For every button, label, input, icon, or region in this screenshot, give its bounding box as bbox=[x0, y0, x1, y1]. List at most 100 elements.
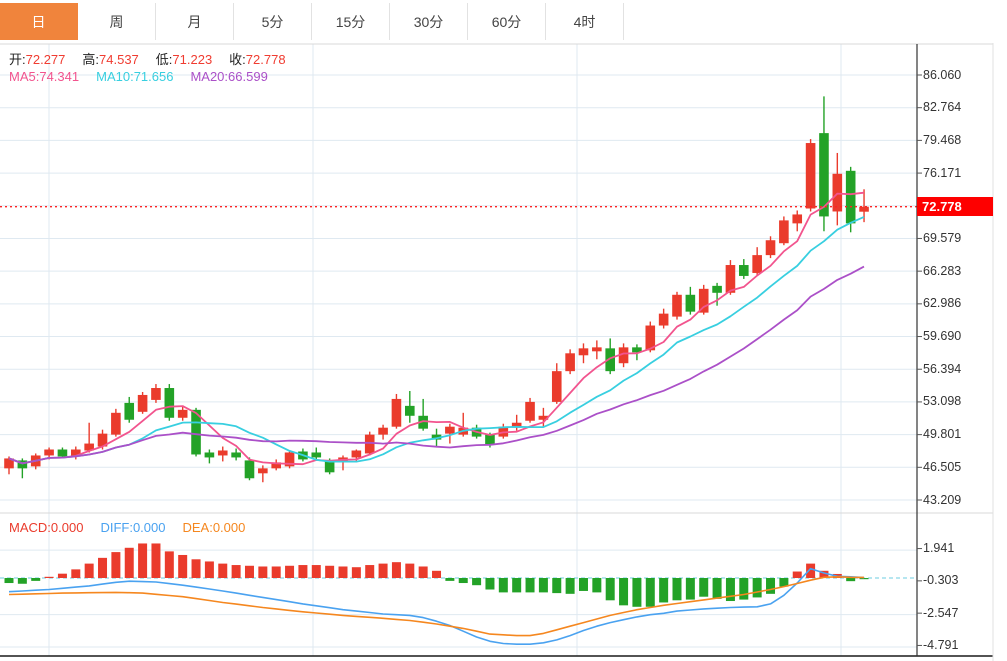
macd-bar bbox=[151, 543, 161, 578]
macd-legend-dea: DEA:0.000 bbox=[182, 520, 246, 535]
ma-legend-ma20: MA20:66.599 bbox=[190, 69, 268, 84]
grid-layer bbox=[0, 44, 917, 656]
candle-body bbox=[672, 294, 682, 317]
candle-body bbox=[632, 347, 642, 353]
macd-bar bbox=[659, 578, 669, 603]
candle-body bbox=[244, 460, 255, 479]
tab-interval-4[interactable]: 15分 bbox=[312, 3, 390, 40]
candle-body bbox=[525, 401, 535, 421]
candle-body bbox=[431, 434, 442, 440]
macd-legend-macd: MACD:0.000 bbox=[9, 520, 84, 535]
ohlc-legend: 开:72.277 高:74.537 低:71.223 收:72.778 bbox=[9, 49, 303, 68]
candle-body bbox=[405, 405, 415, 416]
candle-body bbox=[819, 133, 829, 217]
tab-interval-5[interactable]: 30分 bbox=[390, 3, 468, 40]
candle-body bbox=[418, 415, 428, 429]
macd-legend-diff: DIFF:0.000 bbox=[100, 520, 166, 535]
macd-bar bbox=[525, 578, 535, 593]
tab-interval-3[interactable]: 5分 bbox=[234, 3, 312, 40]
candle-body bbox=[779, 220, 789, 244]
candle-body bbox=[511, 422, 522, 428]
price-tick-label-13: 43.209 bbox=[923, 492, 962, 507]
macd-layer bbox=[0, 543, 917, 645]
tab-interval-2[interactable]: 月 bbox=[156, 3, 234, 40]
candle-body bbox=[605, 348, 615, 372]
candle-body bbox=[191, 409, 201, 455]
ohlc-legend-close: 收:72.778 bbox=[229, 52, 286, 67]
candle-body bbox=[364, 434, 375, 454]
macd-bar bbox=[846, 578, 856, 582]
diff-line bbox=[8, 567, 865, 645]
macd-bar bbox=[685, 578, 695, 600]
ma-lines-layer bbox=[8, 191, 865, 466]
macd-bar bbox=[619, 578, 629, 606]
tab-interval-0[interactable]: 日 bbox=[0, 3, 78, 40]
price-tick-label-0: 86.060 bbox=[923, 67, 962, 82]
macd-bar bbox=[512, 578, 522, 593]
candle-body bbox=[658, 313, 669, 326]
macd-bar bbox=[739, 578, 749, 600]
candle-body bbox=[271, 462, 281, 469]
macd-bar bbox=[632, 578, 642, 607]
candle-body bbox=[739, 265, 749, 276]
candles-layer bbox=[4, 96, 869, 483]
ma-legend: MA5:74.341 MA10:71.656 MA20:66.599 bbox=[9, 69, 285, 84]
macd-bar bbox=[325, 565, 335, 578]
candle-body bbox=[164, 388, 175, 418]
macd-bar bbox=[258, 566, 268, 578]
dea-line bbox=[8, 576, 865, 637]
ma10-line bbox=[8, 216, 865, 465]
price-tick-label-8: 59.690 bbox=[923, 329, 962, 344]
candle-body bbox=[845, 170, 856, 224]
tab-interval-1[interactable]: 周 bbox=[78, 3, 156, 40]
price-tick-label-3: 76.171 bbox=[923, 165, 962, 180]
macd-bar bbox=[498, 578, 508, 593]
price-tick-label-9: 56.394 bbox=[923, 361, 962, 376]
candle-body bbox=[284, 452, 295, 467]
candle-body bbox=[725, 265, 736, 293]
macd-bar bbox=[806, 563, 816, 578]
macd-bar bbox=[445, 578, 455, 581]
candle-body bbox=[231, 452, 241, 458]
candle-body bbox=[792, 214, 803, 224]
candle-body bbox=[124, 402, 135, 420]
ohlc-legend-open: 开:72.277 bbox=[9, 52, 66, 67]
price-tick-label-11: 49.801 bbox=[923, 427, 962, 442]
macd-bar bbox=[725, 578, 735, 602]
macd-bar bbox=[31, 578, 41, 581]
macd-bar bbox=[298, 565, 308, 578]
macd-bar bbox=[218, 563, 228, 578]
macd-tick-label-1: -0.303 bbox=[923, 573, 959, 588]
candle-body bbox=[177, 409, 188, 418]
macd-bar bbox=[699, 578, 709, 597]
macd-bar bbox=[458, 578, 468, 584]
macd-tick-label-0: 1.941 bbox=[923, 541, 955, 556]
macd-bar bbox=[552, 578, 562, 594]
macd-tick-label-2: -2.547 bbox=[923, 605, 959, 620]
candle-body bbox=[71, 449, 81, 457]
candle-body bbox=[592, 347, 602, 352]
ma-legend-ma5: MA5:74.341 bbox=[9, 69, 80, 84]
macd-bar bbox=[378, 563, 388, 578]
tab-interval-7[interactable]: 4时 bbox=[546, 3, 624, 40]
macd-bar bbox=[578, 578, 588, 591]
macd-bar bbox=[819, 570, 829, 578]
candle-body bbox=[618, 347, 629, 364]
macd-bar bbox=[164, 551, 174, 578]
macd-bar bbox=[244, 565, 254, 578]
tab-interval-6[interactable]: 60分 bbox=[468, 3, 546, 40]
macd-bar bbox=[418, 566, 428, 578]
price-tick-label-5: 69.579 bbox=[923, 230, 962, 245]
candle-body bbox=[137, 394, 148, 412]
macd-bar bbox=[98, 557, 108, 578]
macd-bar bbox=[859, 578, 869, 580]
interval-tabbar: 日周月 5分 15分 30分 60分 4时 bbox=[0, 0, 1007, 43]
macd-bar bbox=[178, 554, 188, 578]
candle-body bbox=[485, 434, 495, 445]
macd-bar bbox=[672, 578, 682, 601]
candle-body bbox=[324, 460, 335, 473]
macd-bar bbox=[365, 565, 375, 578]
